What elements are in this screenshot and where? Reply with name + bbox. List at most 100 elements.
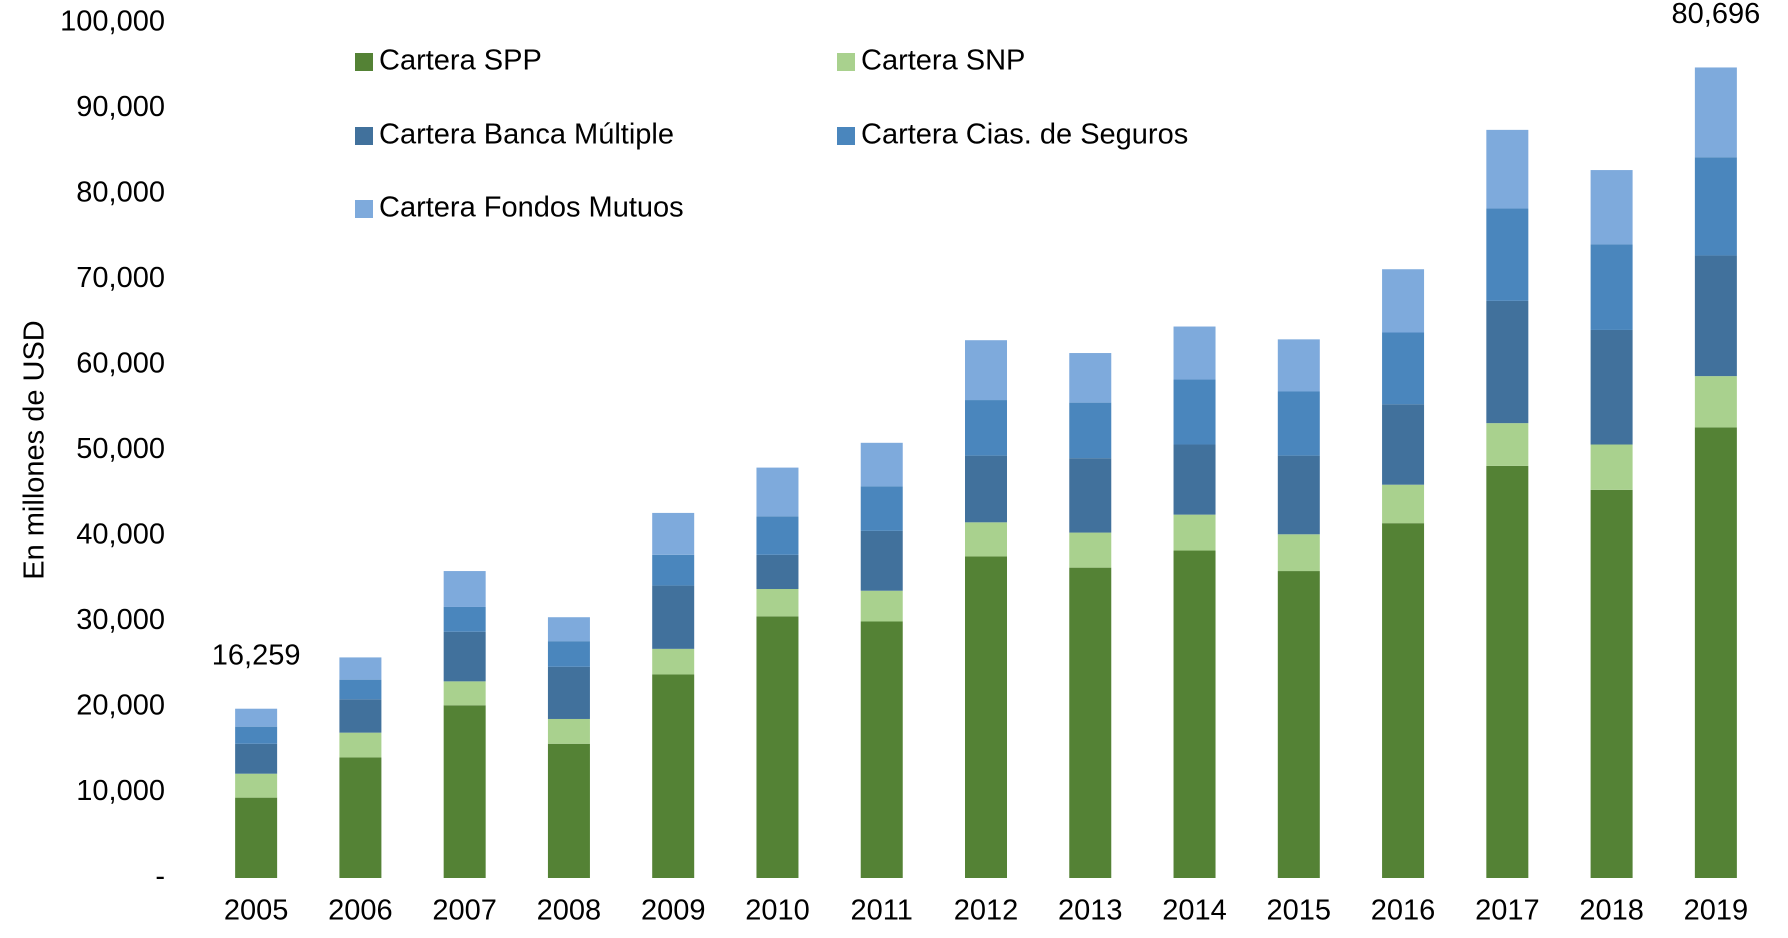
y-tick-label: 70,000 — [76, 262, 165, 294]
x-tick-label: 2014 — [1162, 895, 1227, 927]
bar-segment — [1277, 391, 1320, 456]
bar-segment — [1694, 255, 1737, 377]
bar-segment — [965, 522, 1007, 557]
bar-segment — [547, 641, 590, 667]
bar-segment — [965, 400, 1007, 456]
bar-segment — [339, 679, 382, 700]
bar-segment — [1069, 532, 1112, 568]
bar-segment — [1694, 157, 1737, 256]
bar-segment — [1590, 329, 1633, 445]
bar-segment — [339, 699, 382, 733]
bar-segment — [1694, 67, 1737, 158]
bar-segment — [1590, 444, 1633, 490]
legend-label: Cartera SNP — [861, 45, 1025, 77]
x-tick-label: 2017 — [1475, 895, 1540, 927]
bar-segment — [652, 512, 695, 555]
bar-segment — [1486, 423, 1529, 466]
y-axis-label: En millones de USD — [19, 320, 51, 580]
bar-segment — [443, 681, 486, 706]
legend-label: Cartera Cias. de Seguros — [861, 119, 1188, 151]
bar-segment — [1173, 444, 1216, 515]
bar-segment — [1486, 300, 1529, 424]
bar-segment — [1590, 489, 1633, 878]
legend-label: Cartera SPP — [379, 45, 542, 77]
legend-swatch — [837, 127, 855, 145]
bar-segment — [1590, 244, 1633, 330]
bar-segment — [1382, 523, 1425, 878]
y-tick-label: 80,000 — [76, 177, 165, 209]
bar-segment — [1277, 571, 1320, 878]
x-tick-label: 2005 — [224, 895, 289, 927]
bar-segment — [1277, 339, 1320, 392]
bar-segment — [965, 556, 1007, 878]
bar-segment — [652, 585, 695, 649]
legend-label: Cartera Fondos Mutuos — [379, 192, 684, 224]
y-tick-label: 30,000 — [76, 604, 165, 636]
bar-segment — [1069, 567, 1112, 878]
x-tick-label: 2019 — [1684, 895, 1749, 927]
x-tick-label: 2015 — [1267, 895, 1332, 927]
annotation: 16,259 — [212, 639, 301, 671]
bar-segment — [339, 757, 382, 878]
bar-segment — [1173, 514, 1216, 551]
bar-segment — [1173, 326, 1216, 380]
y-tick-label: 40,000 — [76, 519, 165, 551]
bar-segment — [652, 648, 695, 675]
bar-segment — [1173, 379, 1216, 445]
legend-swatch — [355, 200, 373, 218]
bar-segment — [339, 657, 382, 680]
bar-segment — [443, 631, 486, 682]
x-tick-label: 2008 — [537, 895, 602, 927]
bar-segment — [235, 797, 278, 878]
x-tick-label: 2013 — [1058, 895, 1123, 927]
bar-segment — [1277, 534, 1320, 572]
bar-segment — [235, 726, 278, 744]
bar-segment — [235, 773, 278, 798]
bar-segment — [860, 486, 903, 531]
bar-segment — [1694, 376, 1737, 428]
bar-segment — [965, 455, 1007, 523]
bar-segment — [547, 666, 590, 719]
bar-segment — [756, 467, 799, 517]
bar-segment — [1382, 332, 1425, 405]
bar-segment — [965, 340, 1007, 401]
bar-segment — [443, 606, 486, 632]
bar-segment — [1069, 353, 1112, 403]
y-tick-label: 50,000 — [76, 433, 165, 465]
bar-segment — [1590, 170, 1633, 245]
x-tick-label: 2018 — [1579, 895, 1644, 927]
annotation: 80,696 — [1672, 0, 1761, 30]
bar-segment — [652, 674, 695, 878]
bar-segment — [1277, 455, 1320, 535]
bar-segment — [1173, 550, 1216, 878]
bar-segment — [860, 530, 903, 591]
bar-segment — [756, 616, 799, 878]
x-tick-label: 2012 — [954, 895, 1019, 927]
bar-segment — [1486, 129, 1529, 209]
bar-segment — [547, 718, 590, 744]
legend-swatch — [837, 53, 855, 71]
y-tick-label: - — [155, 861, 165, 893]
y-tick-label: 20,000 — [76, 690, 165, 722]
x-tick-label: 2010 — [745, 895, 810, 927]
bar-segment — [1069, 402, 1112, 459]
bar-segment — [443, 571, 486, 607]
bar-segment — [1486, 208, 1529, 301]
bar-segment — [235, 708, 278, 727]
bar-segment — [756, 589, 799, 617]
bar-segment — [1382, 269, 1425, 333]
bar-segment — [339, 732, 382, 758]
bar-segment — [756, 554, 799, 590]
x-tick-label: 2006 — [328, 895, 393, 927]
x-tick-label: 2009 — [641, 895, 706, 927]
bar-segment — [860, 621, 903, 878]
y-tick-label: 90,000 — [76, 91, 165, 123]
x-tick-label: 2011 — [851, 895, 913, 927]
bar-segment — [235, 743, 278, 774]
bar-segment — [1486, 465, 1529, 878]
y-tick-label: 60,000 — [76, 348, 165, 380]
bar-segment — [1382, 404, 1425, 485]
bar-segment — [1694, 427, 1737, 878]
bar-segment — [756, 516, 799, 555]
